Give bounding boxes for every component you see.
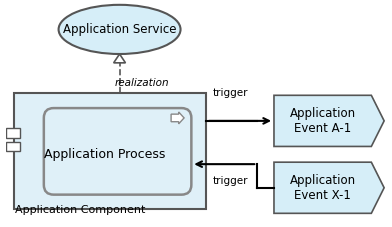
Text: trigger: trigger [213, 176, 249, 186]
FancyBboxPatch shape [15, 93, 206, 209]
Text: Application Service: Application Service [63, 23, 176, 36]
Polygon shape [171, 112, 184, 124]
Text: Application
Event X-1: Application Event X-1 [290, 174, 356, 202]
Bar [6, 141, 20, 151]
Text: Application
Event A-1: Application Event A-1 [290, 107, 356, 135]
Text: Application Process: Application Process [44, 148, 165, 161]
Polygon shape [114, 54, 125, 63]
FancyBboxPatch shape [44, 108, 191, 195]
Polygon shape [274, 95, 384, 146]
Polygon shape [274, 162, 384, 213]
Bar [6, 128, 20, 138]
Text: trigger: trigger [213, 88, 249, 98]
Text: Application Component: Application Component [15, 205, 145, 215]
Ellipse shape [58, 5, 181, 54]
Text: realization: realization [115, 77, 169, 88]
